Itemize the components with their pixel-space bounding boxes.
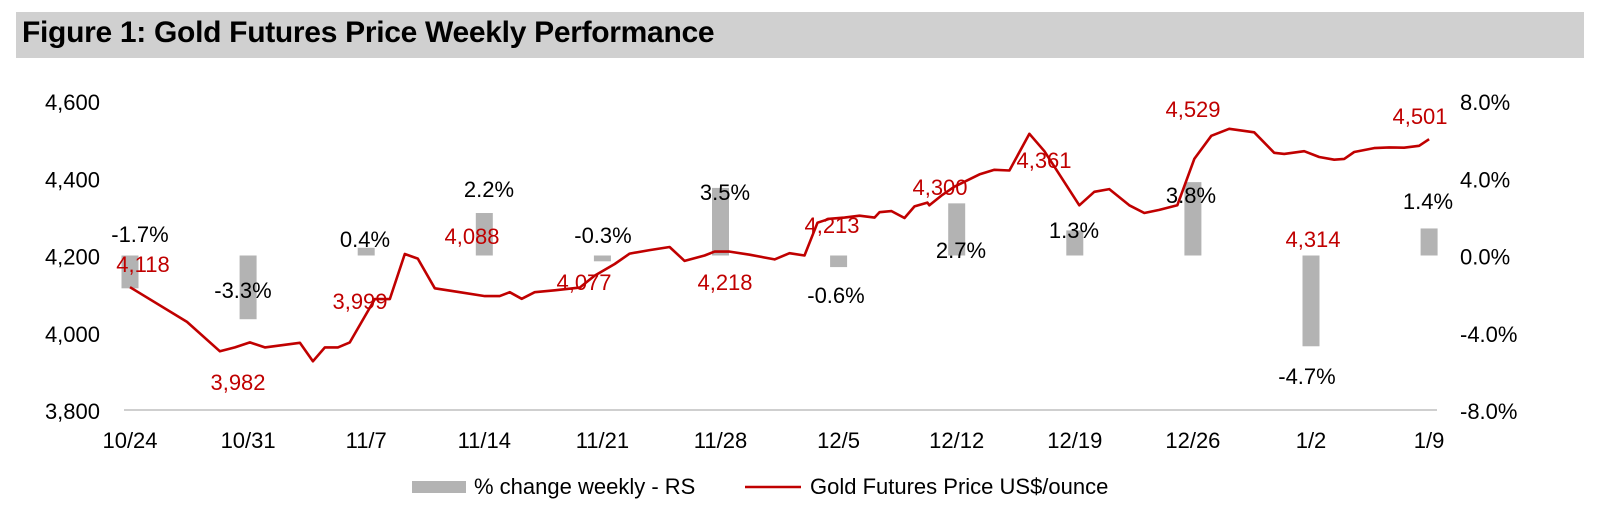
- x-axis-tick-label: 11/21: [576, 428, 629, 453]
- price-annotation: 3,999: [332, 289, 387, 314]
- bar-labels: -1.7% -3.3% 0.4% 2.2% -0.3% 3.5% -0.6% 2.7% 1.3%…: [111, 177, 1453, 389]
- left-axis-tick-label: 4,600: [45, 90, 100, 115]
- price-annotation: 4,213: [804, 213, 859, 238]
- right-axis-tick-label: -8.0%: [1460, 399, 1517, 424]
- x-axis-tick-label: 11/7: [346, 428, 387, 453]
- title-bar: Figure 1: Gold Futures Price Weekly Perf…: [16, 12, 1584, 58]
- x-axis-tick-label: 10/24: [102, 428, 157, 453]
- bar-value-label: 0.4%: [340, 227, 390, 252]
- bar-weekly-change: [830, 255, 848, 268]
- bar-weekly-change: [121, 255, 139, 289]
- x-axis-tick-label: 1/9: [1414, 428, 1445, 453]
- bar-value-label: 1.3%: [1049, 218, 1099, 243]
- bar-weekly-change: [1184, 182, 1202, 256]
- bar-value-label: -0.6%: [807, 283, 864, 308]
- price-annotation: 4,361: [1016, 148, 1071, 173]
- price-annotation: 4,529: [1165, 97, 1220, 122]
- x-axis-tick-label: 1/2: [1296, 428, 1327, 453]
- right-axis-tick-label: 8.0%: [1460, 90, 1510, 115]
- price-annotation: 4,118: [116, 252, 169, 277]
- gold-price-line: [129, 127, 1430, 363]
- bar-weekly-change: [475, 213, 493, 256]
- bars: [121, 182, 1438, 347]
- price-annotation: 4,314: [1285, 227, 1340, 252]
- x-axis-tick-label: 11/14: [458, 428, 511, 453]
- bar-value-label: -3.3%: [214, 278, 271, 303]
- right-axis-tick-label: 4.0%: [1460, 167, 1510, 192]
- x-axis-tick-label: 12/19: [1047, 428, 1102, 453]
- legend: % change weekly - RS Gold Futures Price U…: [412, 474, 1108, 499]
- price-annotation: 4,501: [1392, 104, 1447, 129]
- bar-value-label: -1.7%: [111, 222, 168, 247]
- right-axis-tick-label: 0.0%: [1460, 245, 1510, 270]
- legend-line-label: Gold Futures Price US$/ounce: [810, 474, 1108, 499]
- bar-weekly-change: [948, 203, 966, 256]
- axes: 3,800 4,000 4,200 4,400 4,600 -8.0% -4.0% 0.0% 4…: [45, 90, 1518, 453]
- bar-weekly-change: [239, 255, 257, 320]
- price-annotation: 4,300: [912, 175, 967, 200]
- price-annotation: 4,088: [444, 224, 499, 249]
- x-axis-tick-label: 12/12: [929, 428, 984, 453]
- bar-value-label: 2.2%: [464, 177, 514, 202]
- bar-value-label: 3.8%: [1166, 183, 1216, 208]
- bar-value-label: 3.5%: [700, 180, 750, 205]
- legend-bar-swatch: [412, 481, 466, 493]
- bar-value-label: 2.7%: [936, 238, 986, 263]
- x-axis-tick-label: 10/31: [221, 428, 276, 453]
- price-annotation: 4,218: [697, 270, 752, 295]
- price-line-layer: [129, 127, 1430, 363]
- line-labels: 4,118 3,982 3,999 4,088 4,077 4,218 4,213 4,300…: [116, 97, 1447, 395]
- bar-value-label: -4.7%: [1278, 364, 1335, 389]
- bar-weekly-change: [1420, 228, 1438, 256]
- bar-weekly-change: [1066, 230, 1084, 256]
- chart-title: Figure 1: Gold Futures Price Weekly Perf…: [22, 16, 715, 49]
- bar-weekly-change: [593, 255, 611, 262]
- bar-value-label: -0.3%: [574, 223, 631, 248]
- bar-weekly-change: [357, 247, 375, 256]
- left-axis-tick-label: 4,200: [45, 245, 100, 270]
- x-axis-tick-label: 11/28: [694, 428, 747, 453]
- left-axis-tick-label: 4,400: [45, 167, 100, 192]
- right-axis-tick-label: -4.0%: [1460, 322, 1517, 347]
- x-axis-tick-label: 12/26: [1165, 428, 1220, 453]
- legend-bar-label: % change weekly - RS: [474, 474, 695, 499]
- left-axis-tick-label: 4,000: [45, 322, 100, 347]
- x-axis-tick-label: 12/5: [817, 428, 860, 453]
- bar-value-label: 1.4%: [1403, 189, 1453, 214]
- left-axis-tick-label: 3,800: [45, 399, 100, 424]
- price-annotation: 3,982: [210, 370, 265, 395]
- bar-weekly-change: [712, 187, 729, 256]
- bar-weekly-change: [1302, 255, 1320, 347]
- price-annotation: 4,077: [556, 270, 611, 295]
